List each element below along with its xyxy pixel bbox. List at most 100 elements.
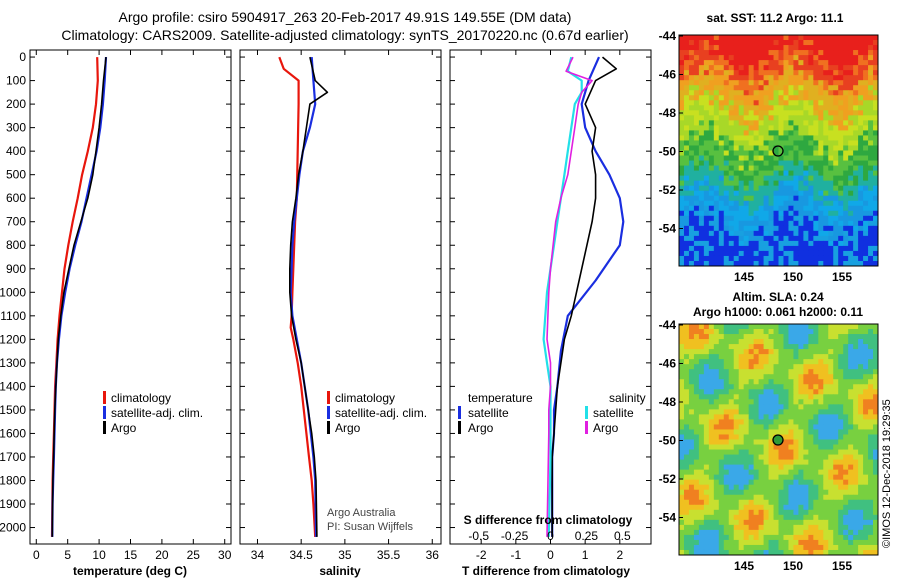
sla-cell [863,359,869,365]
sla-cell [683,399,690,405]
sla-cell [743,344,750,350]
sla-cell [828,419,834,425]
sst-cell [868,120,874,126]
sla-cell [788,499,794,506]
sla-cell [838,374,844,380]
sla-cell [838,544,844,551]
sst-cell [863,175,869,182]
sla-cell [818,519,824,526]
sst-cell [718,135,725,141]
sla-cell [688,439,695,446]
sst-cell [823,215,829,222]
sla-cell [838,474,844,481]
sla-cell [773,474,779,481]
sst-cell [688,50,695,56]
sst-cell [783,185,789,192]
sla-cell [848,534,854,541]
sla-cell [718,389,725,395]
sla-cell [818,534,824,541]
sla-cell [808,549,814,556]
sla-cell [718,369,725,375]
sst-cell [833,35,839,41]
sst-cell [703,245,710,252]
sla-cell [863,539,869,546]
sst-cell [768,60,775,66]
sst-cell [803,200,809,207]
sla-cell [768,434,775,440]
sla-cell [828,334,834,340]
sla-cell [803,379,809,385]
sla-cell [773,514,779,521]
sla-cell [698,474,705,481]
sst-cell [763,50,770,56]
sst-cell [868,35,874,41]
sst-cell [753,85,760,91]
sst-cell [723,180,730,187]
sst-cell [713,245,720,252]
sst-cell [733,195,740,202]
sst-cell [848,80,854,86]
sst-cell [778,175,784,182]
sla-cell [773,399,779,405]
depth-tick-label: 1800 [0,473,26,487]
sla-cell [783,444,789,451]
sla-cell [768,429,775,435]
sst-cell [778,220,784,227]
sla-cell [679,419,685,425]
sla-cell [843,514,849,521]
sla-cell [813,514,819,521]
sla-cell [848,449,854,456]
sst-cell [679,200,685,207]
sst-cell [803,180,809,187]
sst-cell [679,185,685,192]
sla-cell [863,404,869,410]
sla-cell [768,424,775,430]
sst-cell [768,45,775,51]
sla-cell [728,469,735,476]
sst-cell [683,180,690,187]
sst-cell [713,165,720,172]
sst-cell [758,200,765,207]
sla-cell [683,404,690,410]
sla-cell [803,489,809,496]
sla-cell [848,359,854,365]
sst-cell [853,215,859,222]
sla-cell [743,419,750,425]
sla-cell [743,504,750,511]
sst-cell [843,155,849,162]
sla-cell [748,519,755,526]
sst-cell [843,205,849,212]
legend-temperature-heading: temperature [468,391,533,405]
sla-cell [853,379,859,385]
sla-cell [733,464,740,471]
sla-cell [828,344,834,350]
sst-cell [763,120,770,126]
sla-cell [833,504,839,511]
sla-cell [708,514,715,521]
sla-cell [853,489,859,496]
sst-cell [863,85,869,91]
sla-cell [703,529,710,536]
sla-cell [693,539,700,546]
sla-cell [698,399,705,405]
sla-cell [753,349,760,355]
sla-cell [683,454,690,461]
sla-cell [798,494,804,501]
sst-cell [793,130,799,136]
sla-cell [753,529,760,536]
sst-cell [713,140,720,146]
sla-cell [753,379,760,385]
sst-cell [773,160,779,167]
sla-cell [708,504,715,511]
sst-cell [808,105,814,111]
sst-cell [763,190,770,197]
sst-cell [743,250,750,257]
sla-cell [783,354,789,360]
sla-cell [713,344,720,350]
sst-cell [838,130,844,136]
sla-cell [843,489,849,496]
sla-cell [713,334,720,340]
sla-cell [718,439,725,446]
sst-cell [718,65,725,71]
sst-cell [693,120,700,126]
